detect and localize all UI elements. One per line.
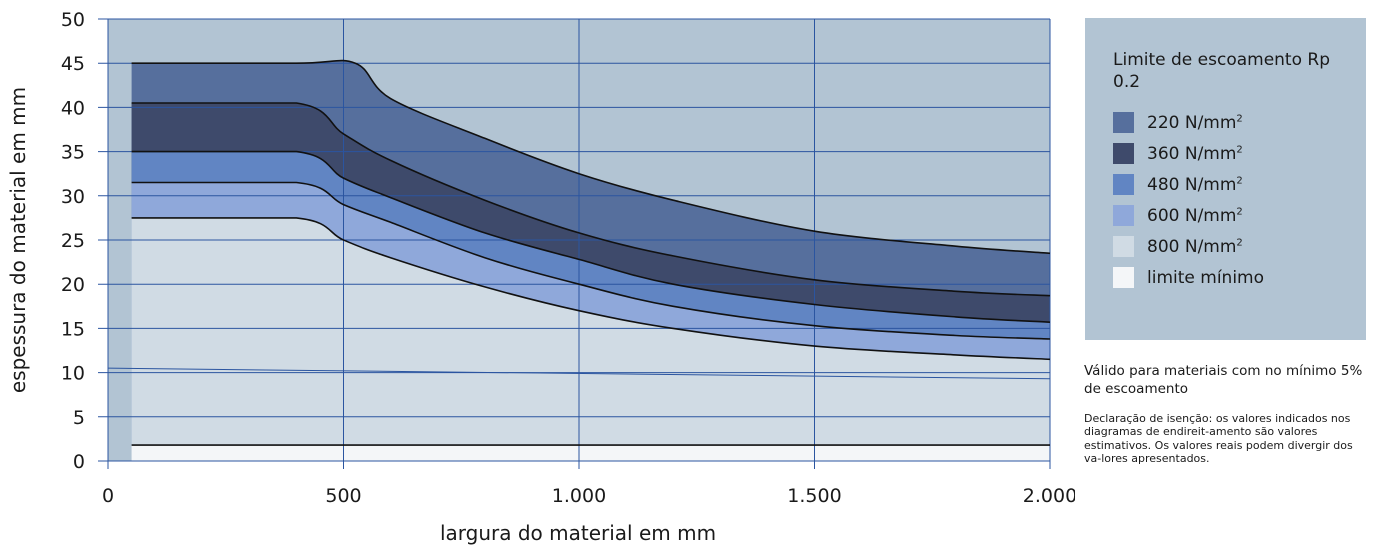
y-tick-label: 50 xyxy=(61,9,85,31)
legend-item: 220 N/mm2 xyxy=(1113,109,1366,136)
legend-label: limite mínimo xyxy=(1147,267,1264,288)
legend: Limite de escoamento Rp 0.2 220 N/mm2 360… xyxy=(1085,18,1366,340)
x-tick-label: 2.000 xyxy=(1023,485,1075,507)
legend-item: 800 N/mm2 xyxy=(1113,233,1366,260)
series-line-1 xyxy=(131,102,1051,297)
legend-swatch xyxy=(1113,112,1134,133)
legend-label: 600 N/mm2 xyxy=(1147,205,1243,226)
x-tick-label: 1.000 xyxy=(552,485,606,507)
y-tick-label: 20 xyxy=(61,274,85,296)
chart: 0 500 1.000 1.500 2.000 0 5 10 15 20 25 30 35 40 45 50… xyxy=(6,9,1075,545)
legend-items: 220 N/mm2 360 N/mm2 480 N/mm2 600 N/mm2 800 … xyxy=(1113,109,1366,291)
legend-item: 480 N/mm2 xyxy=(1113,171,1366,198)
legend-label: 480 N/mm2 xyxy=(1147,174,1243,195)
series-line-2 xyxy=(131,150,1051,323)
y-tick-label: 40 xyxy=(61,97,85,119)
y-tick-label: 30 xyxy=(61,186,85,208)
chart-grid xyxy=(98,18,1051,469)
legend-swatch xyxy=(1113,236,1134,257)
legend-item: 600 N/mm2 xyxy=(1113,202,1366,229)
y-tick-label: 15 xyxy=(61,318,85,340)
band-4 xyxy=(131,217,1051,461)
legend-title: Limite de escoamento Rp 0.2 xyxy=(1113,50,1331,92)
legend-label: 360 N/mm2 xyxy=(1147,143,1243,164)
legend-label: 220 N/mm2 xyxy=(1147,112,1243,133)
series-line-0 xyxy=(131,59,1051,255)
chart-boundary-lines xyxy=(107,59,1051,446)
y-tick-label: 10 xyxy=(61,363,85,385)
x-tick-labels: 0 500 1.000 1.500 2.000 xyxy=(102,485,1075,507)
validity-note: Válido para materiais com no mínimo 5% d… xyxy=(1084,363,1363,397)
legend-item: 360 N/mm2 xyxy=(1113,140,1366,167)
x-axis-title: largura do material em mm xyxy=(440,521,716,545)
y-tick-label: 45 xyxy=(61,53,85,75)
y-axis-title: espessura do material em mm xyxy=(6,87,30,393)
band-5 xyxy=(131,445,1051,461)
x-tick-label: 500 xyxy=(325,485,361,507)
series-line-3 xyxy=(131,181,1051,340)
y-tick-label: 35 xyxy=(61,142,85,164)
y-tick-label: 0 xyxy=(73,451,85,473)
legend-swatch xyxy=(1113,205,1134,226)
reference-line xyxy=(107,367,1051,380)
y-tick-labels: 0 5 10 15 20 25 30 35 40 45 50 xyxy=(61,9,85,473)
series-line-4 xyxy=(131,217,1051,361)
legend-swatch xyxy=(1113,174,1134,195)
x-tick-label: 1.500 xyxy=(787,485,841,507)
y-tick-label: 5 xyxy=(73,407,85,429)
y-tick-label: 25 xyxy=(61,230,85,252)
legend-swatch xyxy=(1113,267,1134,288)
legend-swatch xyxy=(1113,143,1134,164)
disclaimer-note: Declaração de isenção: os valores indica… xyxy=(1084,412,1353,465)
x-tick-label: 0 xyxy=(102,485,114,507)
legend-item: limite mínimo xyxy=(1113,264,1366,291)
legend-label: 800 N/mm2 xyxy=(1147,236,1243,257)
